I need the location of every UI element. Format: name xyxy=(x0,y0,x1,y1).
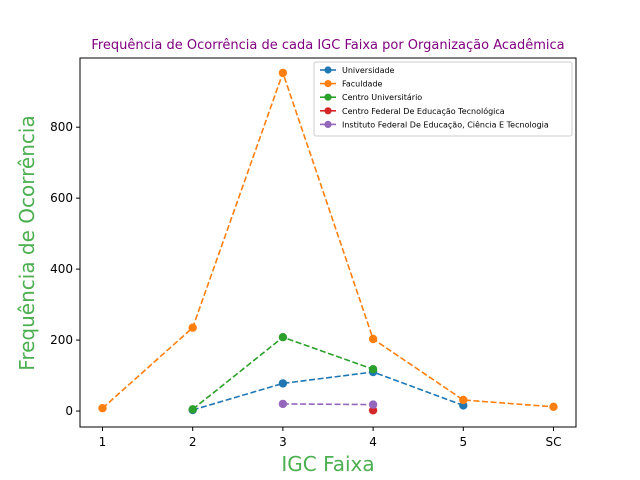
y-tick-label: 200 xyxy=(50,333,73,347)
x-tick-label: SC xyxy=(546,435,562,449)
x-tick-label: 2 xyxy=(189,435,197,449)
legend-entry: Faculdade xyxy=(320,80,383,89)
x-tick-label: 5 xyxy=(459,435,467,449)
y-tick-label: 0 xyxy=(65,404,73,418)
legend-marker xyxy=(324,107,332,115)
data-point xyxy=(368,400,378,409)
x-tick-label: 3 xyxy=(279,435,287,449)
legend-box xyxy=(313,61,573,137)
data-point xyxy=(459,395,468,405)
y-tick-label: 400 xyxy=(50,262,73,276)
series-line xyxy=(192,371,464,411)
series-line xyxy=(192,336,374,410)
data-point xyxy=(368,365,378,374)
y-tick-label: 800 xyxy=(50,120,73,134)
legend-label: Centro Universitário xyxy=(342,93,422,102)
chart-title: Frequência de Ocorrência de cada IGC Fai… xyxy=(91,38,564,53)
series-2 xyxy=(98,68,558,413)
legend-entry: Centro Universitário xyxy=(320,93,422,102)
data-point xyxy=(188,405,197,414)
legend-label: Universidade xyxy=(342,66,395,75)
series-5 xyxy=(278,399,378,409)
series-line xyxy=(282,403,374,406)
data-point xyxy=(278,333,288,342)
x-axis-label: IGC Faixa xyxy=(281,452,374,476)
data-point xyxy=(98,404,107,413)
legend-marker xyxy=(324,80,332,88)
legend-marker xyxy=(324,120,332,128)
data-point xyxy=(278,379,288,388)
data-point xyxy=(368,334,378,344)
axes: 1 2 3 4 5 SC 0 200 400 600 800 xyxy=(50,57,577,449)
data-point xyxy=(278,399,288,409)
data-point xyxy=(188,323,197,332)
x-tick-label: 4 xyxy=(369,435,377,449)
legend-marker xyxy=(324,93,332,101)
x-tick-label: 1 xyxy=(99,435,107,449)
legend-label: Instituto Federal De Educação, Ciência E… xyxy=(342,119,549,129)
data-point xyxy=(278,68,288,78)
legend-entry: Universidade xyxy=(320,66,395,75)
y-tick-label: 600 xyxy=(50,191,73,205)
y-axis-label: Frequência de Ocorrência xyxy=(15,115,39,370)
series-3 xyxy=(188,333,378,414)
legend: Universidade Faculdade Centro Universitári… xyxy=(313,61,573,137)
legend-marker xyxy=(324,66,332,74)
legend-label: Faculdade xyxy=(342,80,383,89)
series-line xyxy=(101,70,554,409)
data-point xyxy=(549,402,558,411)
plot-frame xyxy=(79,57,577,428)
legend-entry: Instituto Federal De Educação, Ciência E… xyxy=(320,119,549,129)
legend-label: Centro Federal De Educação Tecnológica xyxy=(342,106,505,116)
plot-area xyxy=(98,68,558,415)
legend-entry: Centro Federal De Educação Tecnológica xyxy=(320,106,505,116)
